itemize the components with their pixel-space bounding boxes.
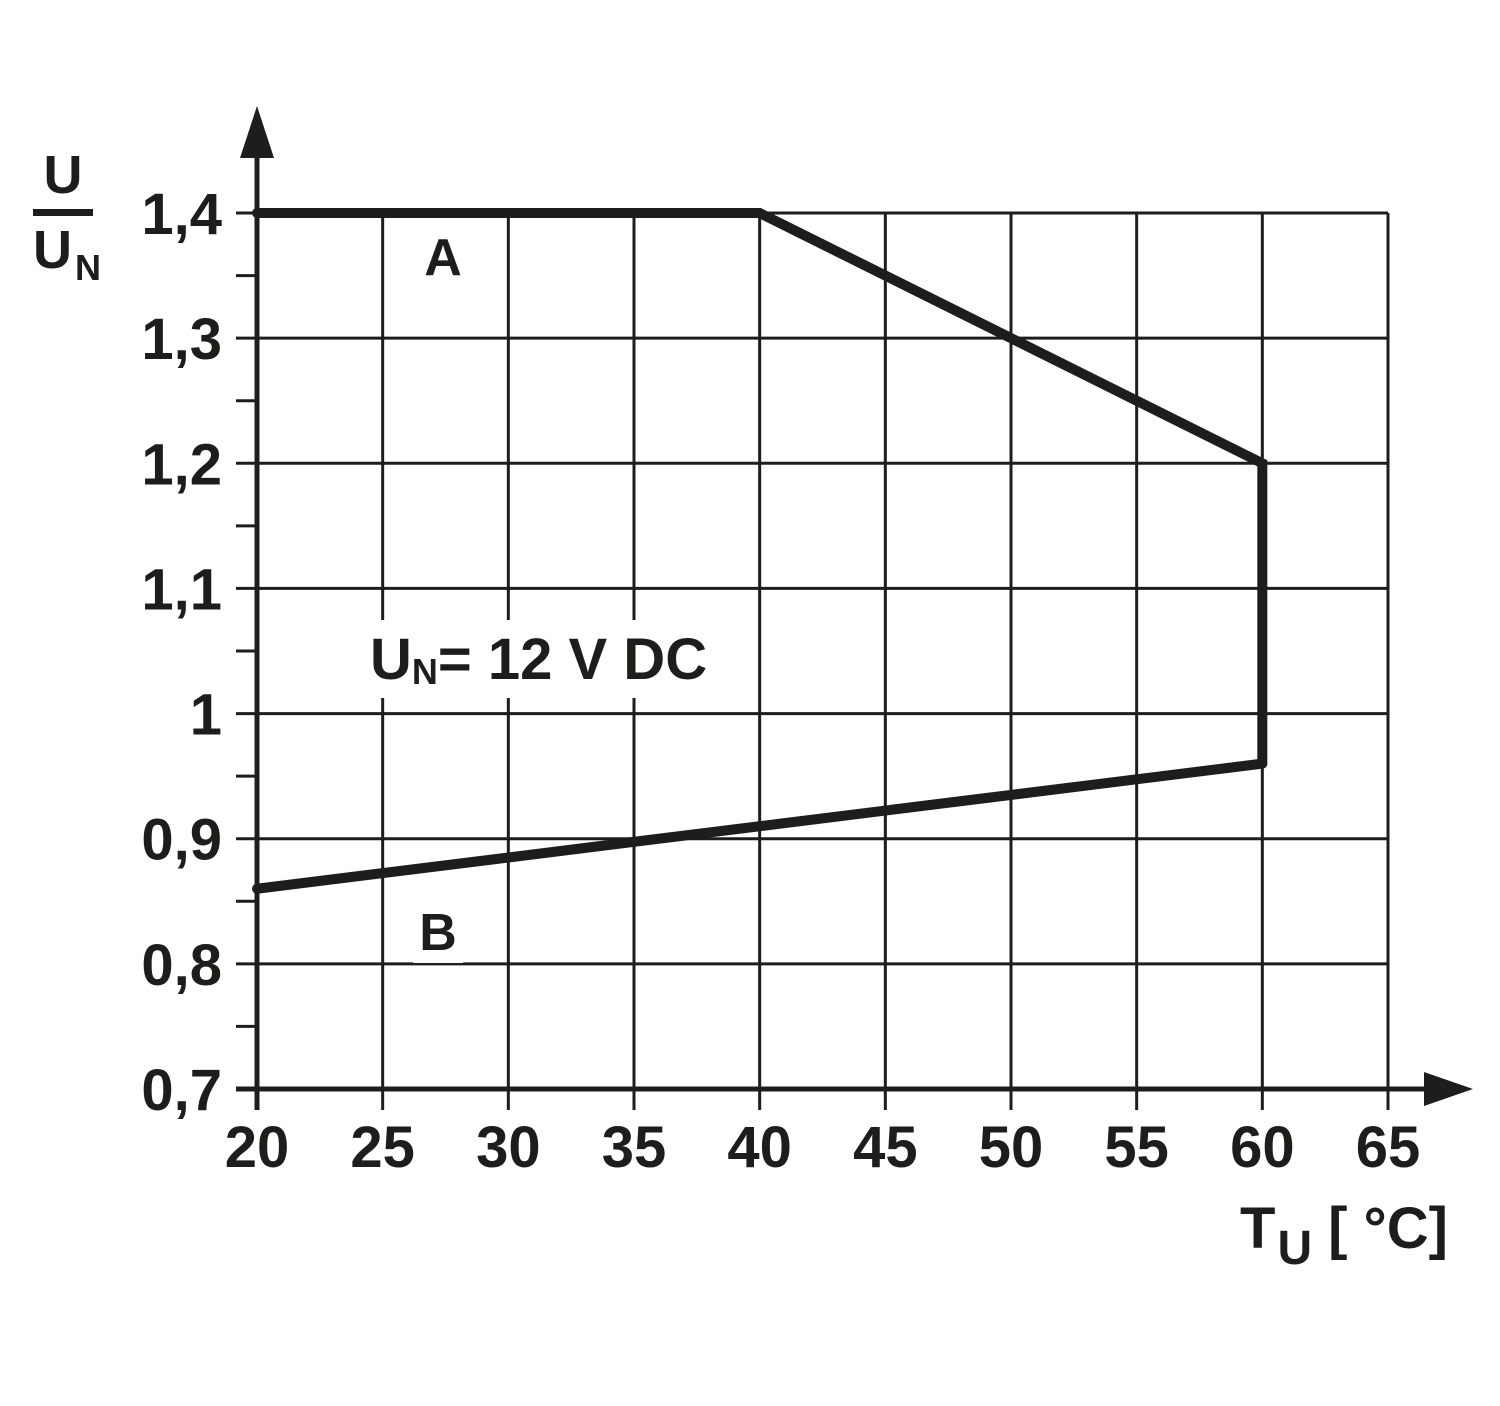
y-axis-label-subscript: N [75,247,101,288]
y-axis-label-denominator: UN [33,220,101,288]
svg-text:45: 45 [853,1115,918,1180]
svg-text:1,3: 1,3 [141,307,222,372]
svg-text:55: 55 [1104,1115,1169,1180]
svg-text:65: 65 [1356,1115,1421,1180]
svg-text:35: 35 [602,1115,667,1180]
curve-a-label: A [418,228,468,288]
svg-text:25: 25 [350,1115,415,1180]
svg-text:1,4: 1,4 [141,182,222,247]
svg-text:0,7: 0,7 [141,1058,222,1123]
svg-text:20: 20 [225,1115,290,1180]
svg-text:50: 50 [979,1115,1044,1180]
nominal-voltage-annotation: U N = 12 V DC [358,620,720,698]
svg-text:60: 60 [1230,1115,1295,1180]
svg-text:0,8: 0,8 [141,933,222,998]
x-axis-label-subscript: U [1277,1222,1313,1275]
svg-text:0,9: 0,9 [141,808,222,873]
x-axis-unit: [ °C] [1328,1196,1448,1261]
svg-text:40: 40 [727,1115,792,1180]
y-axis-label-numerator: U [33,148,93,216]
annotation-subscript: N [411,651,438,692]
svg-text:30: 30 [476,1115,541,1180]
svg-text:1,1: 1,1 [141,557,222,622]
svg-text:1: 1 [190,683,222,748]
y-axis-label: U UN [33,148,101,288]
x-axis-label: TU[ °C] [1240,1196,1448,1275]
svg-text:1,2: 1,2 [141,432,222,497]
curve-b-label: B [413,903,463,963]
